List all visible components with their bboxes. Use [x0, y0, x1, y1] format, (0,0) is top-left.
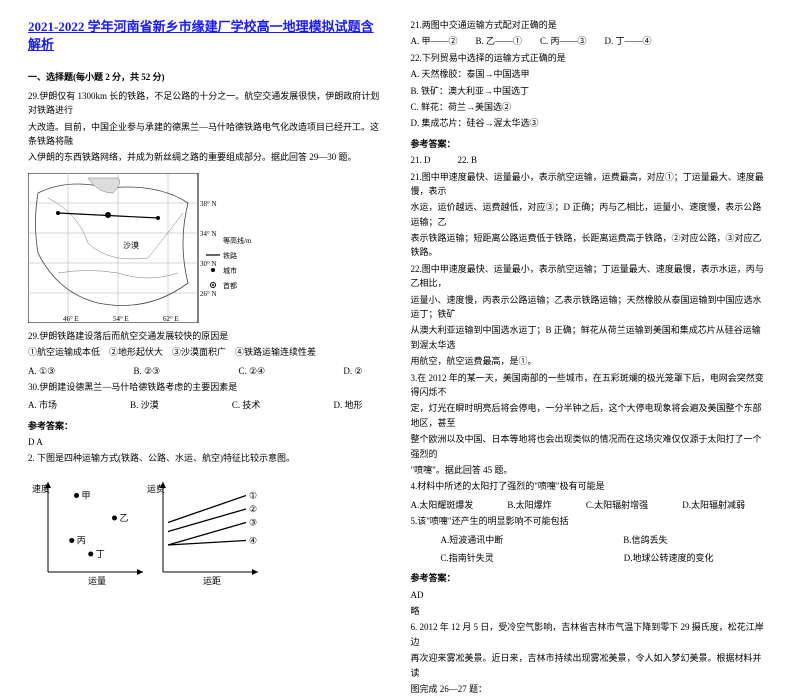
ref-answer-label-2: 参考答案：	[411, 137, 766, 151]
q4-A: A.太阳耀斑爆发	[411, 498, 474, 512]
q29-A: A. ①③	[28, 364, 55, 378]
q4-stem: 4.材料中所述的太阳打了强烈的"喷嚏"极有可能是	[411, 479, 766, 493]
q21-opts: A. 甲——② B. 乙——① C. 丙——③ D. 丁——④	[411, 34, 766, 48]
q3-intro-3: 整个欧洲以及中国、日本等地将也会出现类似的情况而在这场灾难仅仅源于太阳打了一个强…	[411, 432, 766, 461]
title-line-1: 2021-2022 学年河南省新乡市缘建厂学校高一地理模拟试题含	[28, 19, 374, 34]
svg-text:首都: 首都	[223, 281, 237, 290]
exp22-l3: 从澳大利亚运输到中国选水运丁；B 正确；鲜花从荷兰运输到美国和集成芯片从硅谷运输…	[411, 323, 766, 352]
q30-A: A. 市场	[28, 398, 57, 412]
q4-options: A.太阳耀斑爆发 B.太阳爆炸 C.太阳辐射增强 D.太阳辐射减弱	[411, 498, 766, 512]
page-title: 2021-2022 学年河南省新乡市缘建厂学校高一地理模拟试题含 解析	[28, 18, 383, 54]
q3-intro-1: 3.在 2012 年的某一天，美国南部的一些城市，在五彩斑斓的极光笼罩下后，电网…	[411, 371, 766, 400]
ref-answer-label-3: 参考答案：	[411, 571, 766, 585]
q5-D: D.地球公转速度的变化	[624, 551, 714, 565]
q29-choices: ①航空运输成本低 ②地形起伏大 ③沙漠面积广 ④铁路运输连续性差	[28, 345, 383, 359]
svg-text:34° N: 34° N	[200, 230, 217, 238]
svg-text:③: ③	[249, 517, 257, 527]
ans-29-30: D A	[28, 435, 383, 449]
q3-intro-2: 定，灯光在瞬时明亮后将会停电，一分半钟之后，这个大停电现象将会遍及美国整个东部地…	[411, 401, 766, 430]
exp21-l3: 表示铁路运输；短距离公路运费低于铁路，长距离运费高于铁路，②对应公路，③对应乙铁…	[411, 231, 766, 260]
right-column: 21.两图中交通运输方式配对正确的是 A. 甲——② B. 乙——① C. 丙—…	[397, 18, 766, 543]
q3-intro-4: "喷嚏"。据此回答 45 题。	[411, 463, 766, 477]
q5-row1: A.短波通讯中断 B.信鸽丢失	[411, 533, 766, 547]
svg-text:62° E: 62° E	[163, 315, 179, 323]
exp21-l2: 水运，运价越远、运费越低，对应③；D 正确；丙与乙相比，运量小、速度慢，表示公路…	[411, 200, 766, 229]
q29-30-intro-3: 入伊朗的东西铁路网络，并成为新丝绸之路的重要组成部分。据此回答 29—30 题。	[28, 150, 383, 164]
svg-text:丁: 丁	[96, 549, 105, 559]
q5-stem: 5.该"喷嚏"还产生的明显影响不可能包括	[411, 514, 766, 528]
svg-text:丙: 丙	[77, 535, 86, 545]
q29-C: C. ②④	[238, 364, 265, 378]
q22-stem: 22.下列贸易中选择的运输方式正确的是	[411, 51, 766, 65]
svg-text:②: ②	[249, 504, 257, 514]
q6-l3: 图完成 26—27 题：	[411, 682, 766, 696]
q22-D: D. 集成芯片：硅谷→渥太华选③	[411, 116, 766, 130]
q29-30-intro-2: 大改造。目前，中国企业参与承建的德黑兰—马什哈德铁路电气化改造项目已经开工。这条…	[28, 120, 383, 149]
q29-D: D. ②	[343, 364, 362, 378]
q22-A: A. 天然橡胶：泰国→中国选甲	[411, 67, 766, 81]
ref-answer-label-1: 参考答案：	[28, 419, 383, 433]
svg-text:运量: 运量	[88, 576, 106, 586]
svg-text:速度: 速度	[32, 483, 50, 494]
svg-text:46° E: 46° E	[63, 315, 79, 323]
transport-chart: 速度 运量 运费 运距 甲乙丙丁 ① ② ③ ④	[28, 472, 278, 592]
q30-C: C. 技术	[232, 398, 261, 412]
exp22-l2: 运量小、速度慢，丙表示公路运输；乙表示铁路运输；天然橡胶从泰国运输到中国应选水运…	[411, 293, 766, 322]
q30-stem: 30.伊朗建设德黑兰—马什哈德铁路考虑的主要因素是	[28, 380, 383, 394]
svg-text:运费: 运费	[147, 483, 165, 494]
ans-4-5: AD	[411, 588, 766, 602]
svg-text:30° N: 30° N	[200, 260, 217, 268]
svg-text:甲: 甲	[82, 490, 91, 500]
iran-map: 38° N 34° N 30° N 26° N 46° E 54° E 62° …	[28, 173, 258, 323]
q21-stem: 21.两图中交通运输方式配对正确的是	[411, 18, 766, 32]
svg-text:等高线/m: 等高线/m	[223, 236, 252, 245]
lue: 略	[411, 604, 766, 618]
q29-stem: 29.伊朗铁路建设落后而航空交通发展较快的原因是	[28, 329, 383, 343]
q5-A: A.短波通讯中断	[441, 533, 504, 547]
svg-text:沙漠: 沙漠	[123, 240, 139, 250]
svg-text:38° N: 38° N	[200, 200, 217, 208]
q22-B: B. 铁矿：澳大利亚→中国选丁	[411, 84, 766, 98]
q5-B: B.信鸽丢失	[623, 533, 667, 547]
q30-options: A. 市场 B. 沙漠 C. 技术 D. 地形	[28, 398, 383, 412]
left-column: 2021-2022 学年河南省新乡市缘建厂学校高一地理模拟试题含 解析 一、选择…	[28, 18, 397, 543]
svg-text:乙: 乙	[120, 513, 129, 523]
q6-l1: 6. 2012 年 12 月 5 日，受冷空气影响，吉林省吉林市气温下降到零下 …	[411, 620, 766, 649]
q5-row2: C.指南针失灵 D.地球公转速度的变化	[411, 551, 766, 565]
q29-options: A. ①③ B. ②③ C. ②④ D. ②	[28, 364, 383, 378]
q4-B: B.太阳爆炸	[507, 498, 551, 512]
q6-l2: 再次迎来雾凇美景。近日来，吉林市持续出现雾凇美景，令人如入梦幻美景。根据材料并读	[411, 651, 766, 680]
q4-C: C.太阳辐射增强	[586, 498, 648, 512]
section-1-heading: 一、选择题(每小题 2 分，共 52 分)	[28, 70, 383, 84]
exp22-l4: 用航空，航空运费最高，是①。	[411, 354, 766, 368]
exp22-l1: 22.图中甲速度最快、运量最小，表示航空运输；丁运量最大、速度最慢，表示水运，丙…	[411, 262, 766, 291]
svg-text:铁路: 铁路	[223, 251, 237, 260]
svg-text:54° E: 54° E	[113, 315, 129, 323]
svg-text:26° N: 26° N	[200, 290, 217, 298]
q22-C: C. 鲜花：荷兰→美国选②	[411, 100, 766, 114]
svg-text:①: ①	[249, 490, 257, 500]
q30-B: B. 沙漠	[130, 398, 159, 412]
svg-text:运距: 运距	[203, 576, 221, 586]
svg-text:城市: 城市	[223, 266, 237, 275]
q5-C: C.指南针失灵	[441, 551, 494, 565]
svg-text:④: ④	[249, 535, 257, 545]
q2-stem: 2. 下图是四种运输方式(铁路、公路、水运、航空)特征比较示意图。	[28, 451, 383, 465]
title-line-2: 解析	[28, 37, 54, 52]
q4-D: D.太阳辐射减弱	[682, 498, 745, 512]
q30-D: D. 地形	[334, 398, 363, 412]
q29-30-intro-1: 29.伊朗仅有 1300km 长的铁路，不足公路的十分之一。航空交通发展很快，伊…	[28, 89, 383, 118]
ans-21-22: 21. D 22. B	[411, 153, 766, 167]
q29-B: B. ②③	[133, 364, 160, 378]
exp21-l1: 21.图中甲速度最快、运量最小，表示航空运输，运费最高，对应①；丁运量最大、速度…	[411, 170, 766, 199]
